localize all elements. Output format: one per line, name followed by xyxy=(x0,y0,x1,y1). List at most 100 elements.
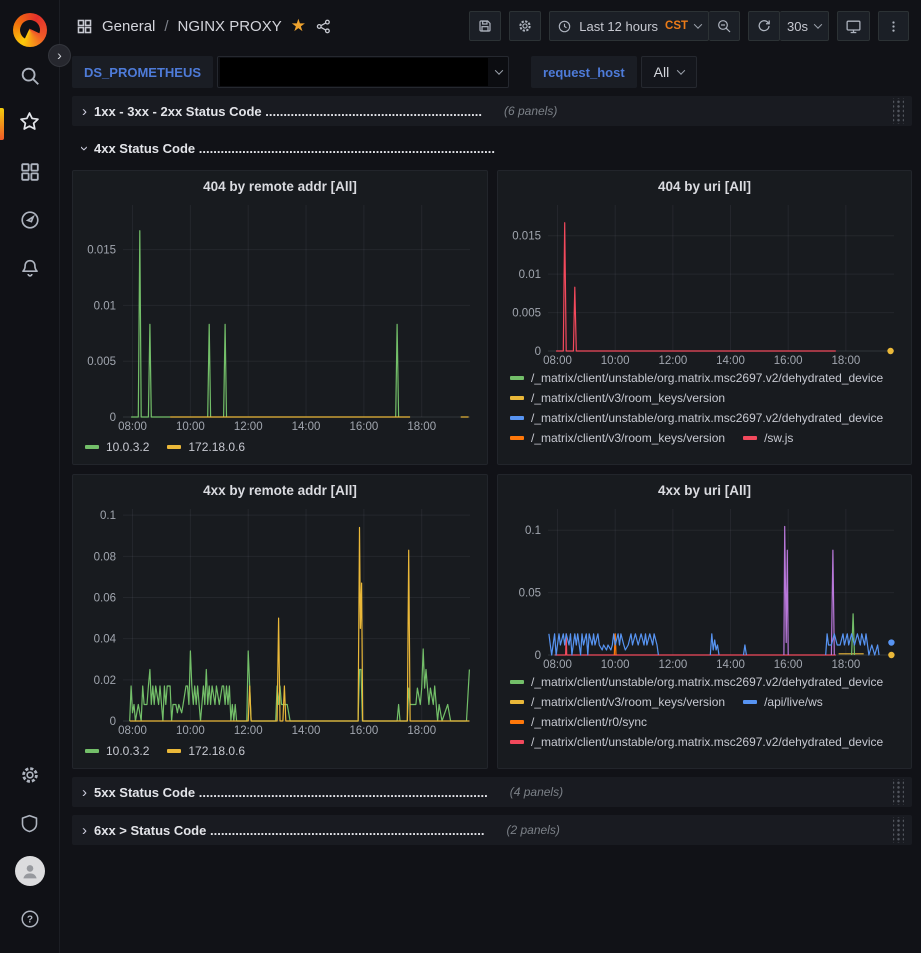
legend-swatch xyxy=(743,436,758,440)
variable-datasource-label[interactable]: DS_PROMETHEUS xyxy=(72,56,214,88)
more-options-button[interactable] xyxy=(878,11,909,41)
sidebar-item-configuration[interactable] xyxy=(0,751,60,799)
sidebar-item-help[interactable]: ? xyxy=(0,895,60,943)
save-dashboard-button[interactable] xyxy=(469,11,502,41)
breadcrumb-folder[interactable]: General xyxy=(102,17,156,35)
legend-item[interactable]: 172.18.0.6 xyxy=(167,741,245,760)
legend-label: /_matrix/client/v3/room_keys/version xyxy=(531,391,726,405)
avatar xyxy=(14,856,45,886)
timeseries-chart[interactable]: 08:00 10:00 12:00 14:00 16:00 18:00 0 0.02 0.04 0… xyxy=(81,502,479,738)
legend-item[interactable]: /_matrix/client/r0/sync xyxy=(510,715,647,729)
svg-text:0: 0 xyxy=(110,716,116,728)
legend-label: /_matrix/client/r0/sync xyxy=(531,715,648,729)
svg-text:0.06: 0.06 xyxy=(94,593,116,605)
row-leader: ........................................… xyxy=(265,103,482,119)
legend-item[interactable]: /_matrix/client/unstable/org.matrix.msc2… xyxy=(510,371,883,385)
svg-text:14:00: 14:00 xyxy=(716,659,745,671)
legend-swatch xyxy=(167,444,182,449)
drag-handle[interactable] xyxy=(893,779,904,805)
legend-swatch xyxy=(85,444,99,449)
legend-item[interactable]: 172.18.0.6 xyxy=(167,437,245,456)
timeseries-chart[interactable]: 08:00 10:00 12:00 14:00 16:00 18:00 0 0.005 0.01… xyxy=(81,198,479,434)
dashboard-title[interactable]: NGINX PROXY xyxy=(177,17,282,35)
legend-swatch xyxy=(85,748,99,753)
svg-text:0: 0 xyxy=(535,346,541,358)
chevron-down-icon xyxy=(676,66,686,75)
svg-text:0.04: 0.04 xyxy=(94,634,117,646)
dashboard-settings-button[interactable] xyxy=(509,11,542,41)
legend-item[interactable]: /_matrix/client/unstable/org.matrix.msc2… xyxy=(510,675,883,689)
legend-item[interactable]: 10.0.3.2 xyxy=(85,437,149,456)
legend-item[interactable]: /_matrix/client/unstable/org.matrix.msc2… xyxy=(510,411,883,425)
legend-swatch xyxy=(167,748,182,753)
search-icon xyxy=(19,65,41,87)
time-range-button[interactable]: Last 12 hours CST xyxy=(549,11,710,41)
panel-legend: 10.0.3.2 172.18.0.6 xyxy=(77,738,483,764)
svg-text:14:00: 14:00 xyxy=(292,725,321,737)
sidebar-expand-button[interactable]: › xyxy=(48,44,71,67)
legend-item[interactable]: /_matrix/client/v3/room_keys/version xyxy=(510,431,725,445)
chevron-down-icon xyxy=(693,20,703,29)
svg-text:10:00: 10:00 xyxy=(176,421,205,433)
legend-item[interactable]: /_matrix/client/unstable/org.matrix.msc2… xyxy=(510,735,883,749)
row-title: 5xx Status Code xyxy=(94,784,196,800)
kebab-icon xyxy=(886,19,901,34)
legend-label: 172.18.0.6 xyxy=(188,743,246,758)
sidebar-item-explore[interactable] xyxy=(0,196,60,244)
legend-label: /api/live/ws xyxy=(764,695,823,709)
legend-item[interactable]: /_matrix/client/v3/room_keys/version xyxy=(510,391,725,405)
svg-text:0.05: 0.05 xyxy=(519,588,541,600)
sidebar-item-alerting[interactable] xyxy=(0,244,60,292)
panel-title[interactable]: 4xx by uri [All] xyxy=(657,482,752,498)
variable-request-host-dropdown[interactable]: All xyxy=(640,56,698,88)
refresh-interval-button[interactable]: 30s xyxy=(780,11,829,41)
star-filled-icon[interactable]: ★ xyxy=(290,16,306,35)
row-title: 4xx Status Code xyxy=(94,140,196,156)
cycle-view-button[interactable] xyxy=(837,11,870,41)
row-6xx[interactable]: › 6xx > Status Code ....................… xyxy=(72,815,912,845)
timeseries-chart[interactable]: 08:00 10:00 12:00 14:00 16:00 18:00 0 0.05 0.1 xyxy=(506,502,903,672)
time-picker-group: Last 12 hours CST xyxy=(549,11,741,41)
sidebar-item-server-admin[interactable] xyxy=(0,799,60,847)
shield-icon xyxy=(19,813,40,834)
row-5xx[interactable]: › 5xx Status Code ......................… xyxy=(72,777,912,807)
refresh-button[interactable] xyxy=(748,11,781,41)
share-icon[interactable] xyxy=(315,18,332,35)
legend-item[interactable]: /sw.js xyxy=(743,431,793,445)
redacted-value xyxy=(220,58,489,86)
drag-handle[interactable] xyxy=(893,98,904,124)
variable-request-host-label[interactable]: request_host xyxy=(531,56,637,88)
sidebar-item-home[interactable] xyxy=(0,8,60,52)
row-1xx-3xx-2xx[interactable]: › 1xx - 3xx - 2xx Status Code ..........… xyxy=(72,96,912,126)
svg-text:12:00: 12:00 xyxy=(234,421,263,433)
zoom-out-button[interactable] xyxy=(709,11,741,41)
chevron-right-icon: › xyxy=(82,821,87,839)
timeseries-chart[interactable]: 08:00 10:00 12:00 14:00 16:00 18:00 0 0.005 0.01… xyxy=(506,198,903,368)
drag-handle[interactable] xyxy=(893,817,904,843)
svg-text:08:00: 08:00 xyxy=(118,725,147,737)
svg-text:16:00: 16:00 xyxy=(774,659,803,671)
row-4xx[interactable]: › 4xx Status Code ......................… xyxy=(72,134,912,162)
panel-title[interactable]: 4xx by remote addr [All] xyxy=(203,482,357,498)
sidebar-item-search[interactable] xyxy=(0,52,60,100)
legend-item[interactable]: /api/live/ws xyxy=(743,695,823,709)
sidebar-item-profile[interactable] xyxy=(0,847,60,895)
svg-text:08:00: 08:00 xyxy=(543,355,572,367)
main-area: General / NGINX PROXY ★ xyxy=(60,0,921,953)
time-range-label: Last 12 hours xyxy=(579,18,659,34)
variable-datasource-dropdown[interactable] xyxy=(217,56,510,88)
legend-label: 172.18.0.6 xyxy=(188,439,246,454)
svg-text:08:00: 08:00 xyxy=(118,421,147,433)
chevron-right-icon: › xyxy=(82,783,87,801)
sidebar-item-dashboards[interactable] xyxy=(0,148,60,196)
panel-title[interactable]: 404 by remote addr [All] xyxy=(203,178,357,194)
sidebar-item-starred[interactable] xyxy=(0,100,60,148)
chevron-down-icon: › xyxy=(76,145,93,151)
panel-404-by-remote-addr: 404 by remote addr [All] 08:00 10:00 12:00… xyxy=(72,170,488,465)
svg-text:0.08: 0.08 xyxy=(94,551,116,563)
legend-item[interactable]: 10.0.3.2 xyxy=(85,741,149,760)
svg-text:10:00: 10:00 xyxy=(601,355,630,367)
panel-title[interactable]: 404 by uri [All] xyxy=(657,178,752,194)
legend-item[interactable]: /_matrix/client/v3/room_keys/version xyxy=(510,695,725,709)
